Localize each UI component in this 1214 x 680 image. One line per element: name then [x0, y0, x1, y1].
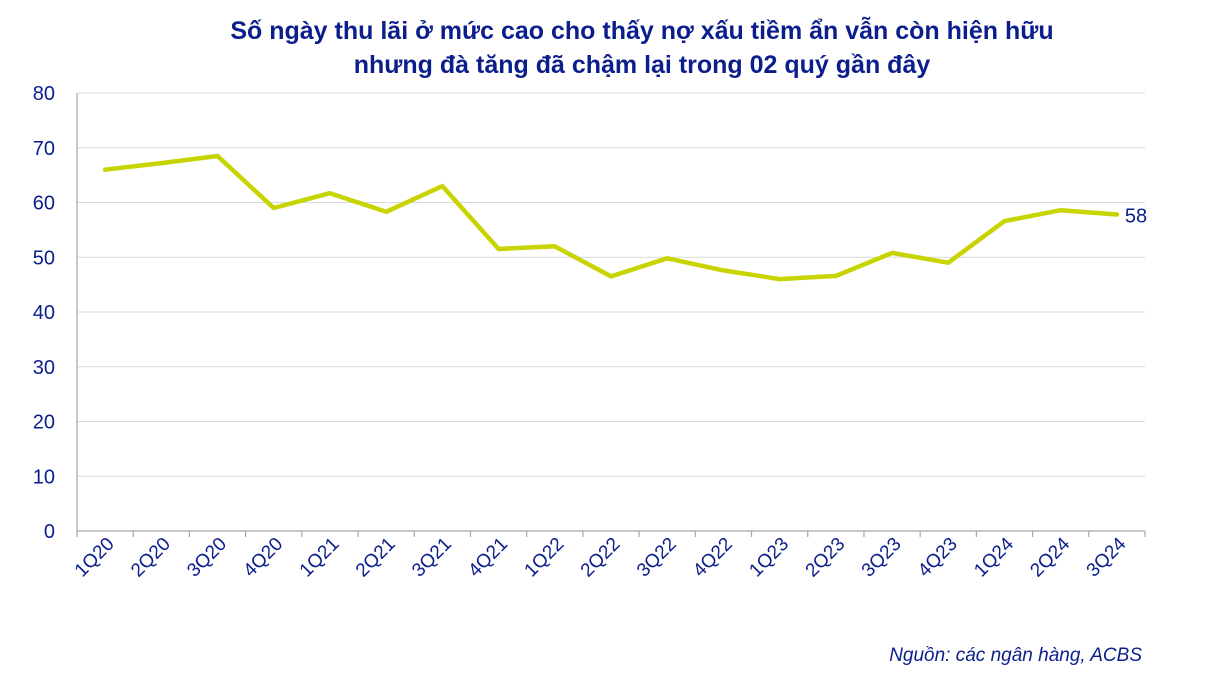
data-point [609, 274, 613, 279]
y-tick-label: 0 [44, 521, 55, 543]
data-point [1002, 219, 1007, 224]
data-point [1114, 212, 1119, 217]
series-line [102, 153, 1120, 282]
x-tick-label: 4Q20 [240, 534, 288, 582]
x-tick-label: 3Q20 [183, 534, 231, 582]
x-tick-label: 4Q21 [464, 534, 512, 582]
data-point [946, 260, 951, 265]
x-tick-label: 3Q22 [633, 534, 681, 582]
chart-title-line-2: nhưng đà tăng đã chậm lại trong 02 quý g… [353, 51, 931, 79]
end-data-label: 58 [1125, 206, 1147, 228]
x-tick-label: 1Q20 [71, 534, 119, 582]
x-tick-label: 1Q23 [745, 534, 793, 582]
data-point [496, 247, 501, 252]
data-point [665, 256, 670, 261]
data-point [384, 209, 389, 214]
chart-title-line-1: Số ngày thu lãi ở mức cao cho thấy nợ xấ… [230, 17, 1054, 45]
x-tick-label: 4Q23 [914, 534, 962, 582]
x-tick-label: 3Q21 [408, 534, 456, 582]
y-tick-label: 30 [33, 357, 55, 379]
x-tick-label: 1Q21 [296, 534, 344, 582]
x-tick-label: 2Q23 [802, 534, 850, 582]
data-point [721, 268, 726, 273]
x-tick-label: 1Q24 [970, 533, 1018, 581]
data-point [215, 153, 220, 158]
x-tick-label: 2Q22 [577, 534, 625, 582]
x-tick-label: 3Q24 [1083, 533, 1131, 581]
y-tick-label: 80 [33, 83, 55, 105]
x-tick-label: 4Q22 [689, 534, 737, 582]
y-tick-label: 10 [33, 466, 55, 488]
x-tick-label: 2Q20 [127, 534, 175, 582]
data-point [890, 250, 895, 255]
y-tick-label: 70 [33, 138, 55, 160]
data-point [440, 184, 445, 189]
x-tick-label: 3Q23 [858, 534, 906, 582]
chart-title: Số ngày thu lãi ở mức cao cho thấy nợ xấ… [0, 14, 1214, 82]
x-tick-label: 1Q22 [521, 534, 569, 582]
data-point [833, 273, 838, 278]
data-point [271, 205, 276, 210]
y-tick-label: 50 [33, 247, 55, 269]
x-tick-label: 2Q21 [352, 534, 400, 582]
y-tick-label: 20 [33, 412, 55, 434]
data-point [103, 167, 108, 172]
data-point [327, 191, 332, 196]
data-point [552, 244, 557, 249]
data-point [159, 161, 164, 166]
data-point [1058, 208, 1063, 213]
data-point [777, 277, 782, 282]
x-tick-label: 2Q24 [1027, 533, 1075, 581]
y-tick-label: 40 [33, 302, 55, 324]
source-note: Nguồn: các ngân hàng, ACBS [889, 645, 1142, 666]
y-tick-label: 60 [33, 193, 55, 215]
